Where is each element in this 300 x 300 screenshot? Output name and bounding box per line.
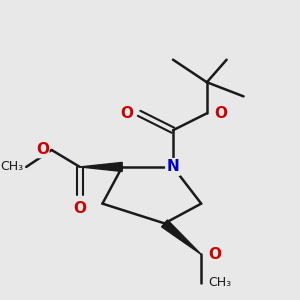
Text: O: O (73, 201, 86, 216)
Text: CH₃: CH₃ (0, 160, 23, 173)
Text: CH₃: CH₃ (208, 276, 231, 289)
Text: N: N (167, 159, 179, 174)
Text: O: O (208, 247, 221, 262)
Polygon shape (162, 220, 201, 254)
Text: O: O (36, 142, 49, 158)
Text: O: O (214, 106, 227, 121)
Polygon shape (80, 162, 122, 172)
Text: O: O (121, 106, 134, 121)
